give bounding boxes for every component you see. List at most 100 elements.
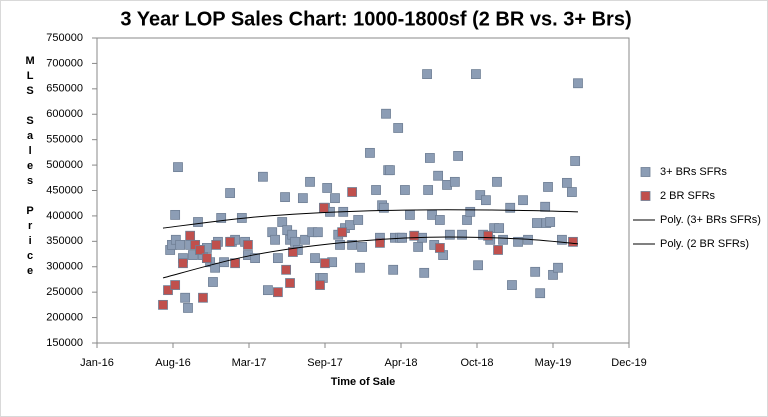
scatter-point — [568, 236, 578, 247]
scatter-point — [400, 185, 410, 195]
scatter-point — [297, 193, 308, 204]
scatter-point — [427, 209, 437, 220]
scatter-point — [530, 266, 541, 277]
scatter-point — [545, 217, 556, 227]
scatter-point — [305, 176, 315, 187]
scatter-point — [423, 185, 434, 195]
scatter-point — [457, 229, 467, 240]
scatter-point — [173, 162, 183, 173]
scatter-point — [535, 288, 546, 299]
trendline — [162, 236, 579, 279]
scatter-point — [335, 239, 345, 250]
scatter-point — [444, 229, 455, 240]
y-tick-label: 300000 — [46, 261, 83, 273]
y-tick-label: 150000 — [46, 337, 83, 349]
y-tick-label: 700000 — [46, 57, 83, 69]
scatter-point — [201, 253, 212, 264]
legend-label: Poly. (3+ BRs SFRs) — [660, 214, 761, 226]
scatter-point — [493, 245, 503, 255]
y-tick-label: 600000 — [46, 108, 83, 120]
scatter-point — [567, 187, 577, 197]
scatter-point — [188, 250, 198, 260]
scatter-point — [250, 253, 260, 264]
scatter-point — [310, 253, 320, 264]
scatter-point — [277, 217, 288, 227]
scatter-point — [195, 245, 206, 255]
scatter-point — [393, 123, 404, 133]
scatter-point — [462, 215, 472, 225]
y-tick-label: 400000 — [46, 210, 83, 222]
scatter-point — [532, 218, 542, 228]
scatter-point — [422, 69, 432, 79]
scatter-point — [210, 262, 221, 273]
scatter-point — [243, 239, 253, 250]
scatter-point — [433, 170, 444, 181]
scatter-point — [518, 195, 528, 206]
scatter-point — [355, 262, 365, 273]
scatter-point — [170, 280, 181, 290]
scatter-point — [388, 264, 399, 275]
scatter-point — [258, 171, 268, 182]
y-tick-label: 200000 — [46, 311, 83, 323]
scatter-point — [449, 176, 460, 187]
scatter-point — [434, 215, 445, 225]
scatter-point — [170, 209, 181, 220]
y-tick-label: 750000 — [46, 32, 83, 44]
scatter-point — [357, 242, 368, 252]
x-tick-label: Jan-16 — [80, 357, 114, 369]
scatter-point — [419, 267, 430, 278]
legend-label: 3+ BRs SFRs — [660, 166, 727, 178]
scatter-point — [345, 220, 355, 230]
scatter-point — [320, 258, 330, 269]
scatter-point — [193, 217, 203, 227]
scatter-point — [471, 69, 481, 79]
scatter-point — [381, 108, 391, 119]
trendline — [162, 209, 578, 229]
legend-swatch — [640, 167, 651, 177]
x-axis-title: Time of Sale — [331, 376, 396, 388]
scatter-point — [562, 177, 572, 188]
x-tick-label: Aug-16 — [155, 357, 190, 369]
y-tick-label: 650000 — [46, 83, 83, 95]
scatter-point — [190, 239, 201, 250]
scatter-point — [312, 227, 323, 238]
y-tick-label: 550000 — [46, 134, 83, 146]
legend-label: 2 BR SFRs — [660, 190, 716, 202]
legend-label: Poly. (2 BR SFRs) — [660, 238, 749, 250]
y-axis-title: MLS Sales Price — [24, 55, 36, 280]
legend-swatch — [640, 191, 651, 201]
scatter-point — [273, 253, 283, 264]
scatter-point — [208, 277, 218, 287]
scatter-point — [347, 187, 358, 197]
scatter-point — [570, 156, 581, 166]
scatter-point — [337, 227, 348, 238]
scatter-point — [185, 230, 196, 241]
scatter-point — [216, 213, 227, 223]
scatter-point — [273, 287, 283, 298]
scatter-point — [548, 269, 558, 280]
scatter-point — [409, 230, 420, 241]
scatter-point — [178, 258, 188, 269]
scatter-point — [494, 223, 505, 234]
scatter-point — [505, 202, 516, 213]
scatter-point — [553, 262, 563, 273]
scatter-point — [557, 234, 567, 245]
scatter-point — [507, 280, 517, 290]
scatter-point — [385, 165, 395, 176]
x-tick-label: Sep-17 — [307, 357, 342, 369]
x-tick-label: May-19 — [535, 357, 572, 369]
scatter-point — [211, 239, 222, 250]
scatter-point — [375, 237, 385, 248]
scatter-point — [365, 147, 375, 158]
scatter-point — [347, 239, 358, 250]
scatter-point — [483, 230, 493, 241]
scatter-point — [413, 242, 424, 252]
x-tick-label: Apr-18 — [384, 357, 417, 369]
y-tick-label: 350000 — [46, 235, 83, 247]
scatter-point — [540, 201, 551, 212]
scatter-point — [287, 247, 298, 257]
scatter-point — [492, 176, 502, 187]
scatter-point — [378, 202, 389, 213]
scatter-point — [183, 303, 193, 313]
